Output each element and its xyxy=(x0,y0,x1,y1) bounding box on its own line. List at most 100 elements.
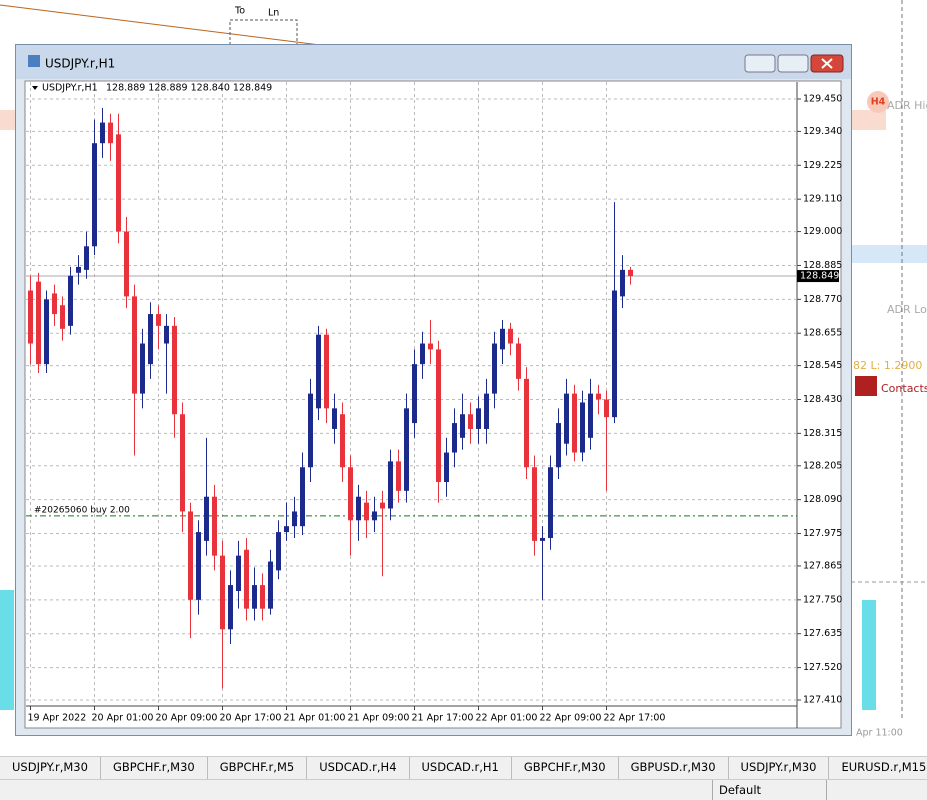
candle-body xyxy=(396,461,401,491)
info-label: 128.889 128.889 128.840 128.849 xyxy=(106,83,272,94)
zone xyxy=(851,245,927,263)
tab-bar: USDJPY.r,M30 GBPCHF.r,M30 GBPCHF.r,M5 USDCA… xyxy=(0,756,927,779)
box xyxy=(229,19,298,49)
candle-body xyxy=(372,511,377,521)
bg-label: Ln xyxy=(268,8,279,19)
y-tick-label: 128.315 xyxy=(803,428,842,439)
candle-body xyxy=(340,414,345,468)
candle-body xyxy=(516,343,521,379)
x-tick-label: 20 Apr 01:00 xyxy=(92,713,154,724)
candle-body xyxy=(420,343,425,365)
candle-body xyxy=(500,328,505,350)
candle-body xyxy=(300,467,305,527)
candle-body xyxy=(252,585,257,609)
y-tick-label: 128.885 xyxy=(803,260,842,271)
candle-body xyxy=(100,122,105,144)
candle-body xyxy=(196,532,201,600)
y-tick-label: 127.410 xyxy=(803,695,842,706)
chart-area xyxy=(24,80,842,729)
candle-body xyxy=(124,231,129,297)
tab[interactable]: USDJPY.r,M30 xyxy=(0,757,101,779)
candle-body xyxy=(604,399,609,418)
last-price-box xyxy=(797,270,839,283)
tab[interactable]: USDCAD.r,H1 xyxy=(410,757,512,779)
candle-body xyxy=(332,408,337,429)
last-price-label: 128.849 xyxy=(800,271,839,282)
candle-body xyxy=(172,325,177,415)
candle-body xyxy=(36,281,41,365)
candle-body xyxy=(164,325,169,344)
order-label: #20265060 buy 2.00 xyxy=(34,505,130,515)
candle-body xyxy=(188,511,193,600)
y-tick-label: 128.655 xyxy=(803,328,842,339)
x-tick-label: 21 Apr 17:00 xyxy=(412,713,474,724)
candle-body xyxy=(596,393,601,400)
candle-body xyxy=(436,349,441,482)
candle-body xyxy=(116,134,121,232)
candle-body xyxy=(532,467,537,541)
candle-body xyxy=(380,502,385,509)
candle-body xyxy=(580,402,585,453)
zone xyxy=(851,110,886,130)
restore-button[interactable] xyxy=(777,54,809,73)
candle-body xyxy=(620,269,625,297)
y-tick-label: 129.340 xyxy=(803,126,842,137)
tab[interactable]: EURUSD.r,M15 xyxy=(829,757,927,779)
candle-body xyxy=(156,314,161,326)
candle-body xyxy=(508,328,513,344)
box xyxy=(855,376,877,396)
candle-body xyxy=(356,496,361,521)
candle-body xyxy=(444,452,449,482)
candle-body xyxy=(268,561,273,609)
candle-body xyxy=(308,393,313,468)
profile[interactable]: Default xyxy=(712,780,827,800)
candle-body xyxy=(284,526,289,533)
tab[interactable]: GBPCHF.r,M30 xyxy=(512,757,619,779)
candle-body xyxy=(460,414,465,438)
trend-line xyxy=(0,4,321,46)
y-tick-label: 128.545 xyxy=(803,360,842,371)
candle-body xyxy=(492,343,497,394)
x-tick-label: 19 Apr 2022 xyxy=(28,713,87,724)
title-bar xyxy=(16,45,851,79)
y-tick-label: 128.090 xyxy=(803,494,842,505)
bg-label: ADR Hig xyxy=(887,99,927,112)
candle-body xyxy=(428,343,433,350)
bg-label: ADR Low xyxy=(887,303,927,316)
x-tick-label: 21 Apr 01:00 xyxy=(284,713,346,724)
tab[interactable]: GBPCHF.r,M30 xyxy=(101,757,208,779)
bg-label: Apr 11:00 xyxy=(856,728,903,739)
bg-label: H4 xyxy=(871,97,886,108)
candle-body xyxy=(28,290,33,344)
x-tick-label: 22 Apr 01:00 xyxy=(476,713,538,724)
candle-body xyxy=(76,266,81,273)
y-tick-label: 129.000 xyxy=(803,226,842,237)
tab[interactable]: USDCAD.r,H4 xyxy=(307,757,410,779)
bg-label: To xyxy=(234,6,245,17)
candle-body xyxy=(572,393,577,453)
y-tick-label: 128.430 xyxy=(803,394,842,405)
bg-label: Contacts xyxy=(881,382,927,395)
window-title[interactable]: USDJPY.r,H1 xyxy=(45,57,115,71)
candle-body xyxy=(468,414,473,429)
x-tick-label: 21 Apr 09:00 xyxy=(348,713,410,724)
candle-body xyxy=(484,393,489,429)
candle-body xyxy=(452,423,457,453)
status-bar: Default xyxy=(0,779,927,800)
candle-body xyxy=(260,585,265,609)
y-tick-label: 129.225 xyxy=(803,160,842,171)
bg-label: 82 L: 1.2900 xyxy=(853,359,922,372)
candle-body xyxy=(588,393,593,438)
y-tick-label: 127.975 xyxy=(803,528,842,539)
tab[interactable]: GBPCHF.r,M5 xyxy=(208,757,308,779)
candle-body xyxy=(404,408,409,491)
candle-body xyxy=(476,408,481,429)
tab[interactable]: USDJPY.r,M30 xyxy=(729,757,830,779)
histogram xyxy=(862,600,876,710)
candle-body xyxy=(132,296,137,394)
candle-body xyxy=(316,334,321,409)
chart-window: USDJPY.r,H1 129.450 129.340 129.225 129.110… xyxy=(15,44,852,736)
x-tick-label: 20 Apr 17:00 xyxy=(220,713,282,724)
tab[interactable]: GBPUSD.r,M30 xyxy=(619,757,729,779)
minimize-button[interactable] xyxy=(744,54,776,73)
